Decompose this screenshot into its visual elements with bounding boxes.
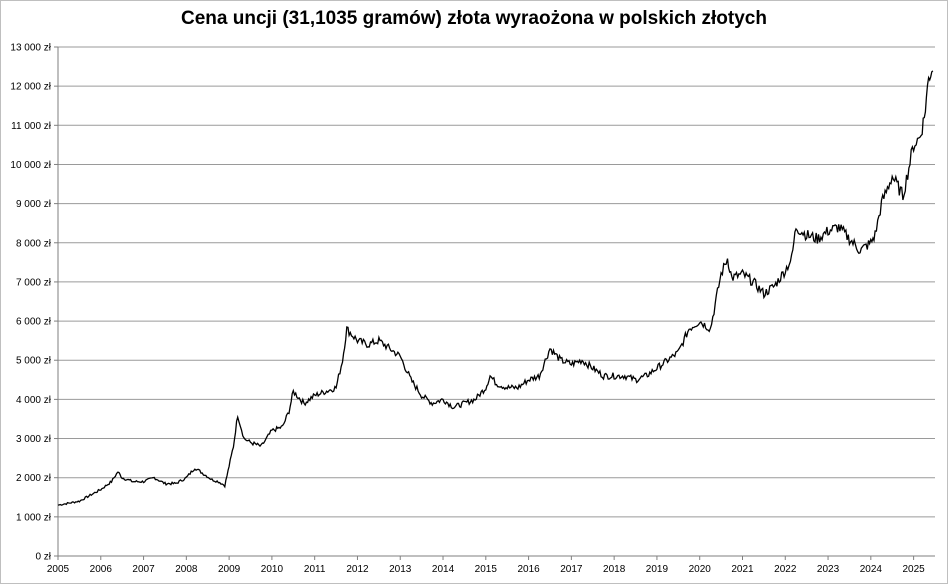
x-tick-label: 2013 [389, 564, 412, 575]
x-tick-label: 2015 [475, 564, 498, 575]
x-tick-label: 2023 [817, 564, 840, 575]
x-tick-label: 2018 [603, 564, 626, 575]
y-tick-label: 3 000 zł [16, 434, 52, 445]
x-tick-label: 2021 [731, 564, 754, 575]
x-tick-label: 2006 [90, 564, 113, 575]
x-tick-label: 2017 [560, 564, 583, 575]
x-tick-label: 2008 [175, 564, 198, 575]
x-tick-label: 2025 [902, 564, 925, 575]
y-tick-label: 9 000 zł [16, 199, 52, 210]
x-tick-label: 2019 [646, 564, 669, 575]
x-tick-label: 2007 [132, 564, 155, 575]
y-tick-label: 8 000 zł [16, 238, 52, 249]
y-tick-label: 7 000 zł [16, 277, 52, 288]
x-tick-label: 2012 [346, 564, 369, 575]
y-tick-label: 11 000 zł [11, 121, 52, 132]
y-tick-label: 4 000 zł [16, 395, 52, 406]
y-axis-ticks: 0 zł 1 000 zł 2 000 zł 3 000 zł 4 000 zł 5 00… [10, 43, 58, 563]
gridlines [58, 46, 935, 518]
y-tick-label: 5 000 zł [16, 356, 52, 367]
y-tick-label: 12 000 zł [10, 82, 51, 93]
y-tick-label: 13 000 zł [10, 43, 51, 54]
chart-title: Cena uncji (31,1035 gramów) złota wyraoż… [181, 8, 767, 29]
x-tick-label: 2020 [689, 564, 712, 575]
y-tick-label: 2 000 zł [16, 473, 52, 484]
x-tick-label: 2024 [860, 564, 883, 575]
x-tick-label: 2011 [304, 564, 326, 575]
x-tick-label: 2010 [261, 564, 284, 575]
x-tick-label: 2016 [517, 564, 540, 575]
y-tick-label: 0 zł [35, 552, 51, 563]
x-axis-ticks: 2005 2006 2007 2008 2009 2010 2011 2012 2013 2014… [47, 556, 925, 575]
x-tick-label: 2005 [47, 564, 70, 575]
y-tick-label: 10 000 zł [10, 160, 51, 171]
x-tick-label: 2014 [432, 564, 455, 575]
gold-price-line [57, 70, 934, 506]
y-tick-label: 1 000 zł [16, 512, 52, 523]
x-tick-label: 2022 [774, 564, 797, 575]
x-tick-label: 2009 [218, 564, 241, 575]
y-tick-label: 6 000 zł [16, 317, 52, 328]
